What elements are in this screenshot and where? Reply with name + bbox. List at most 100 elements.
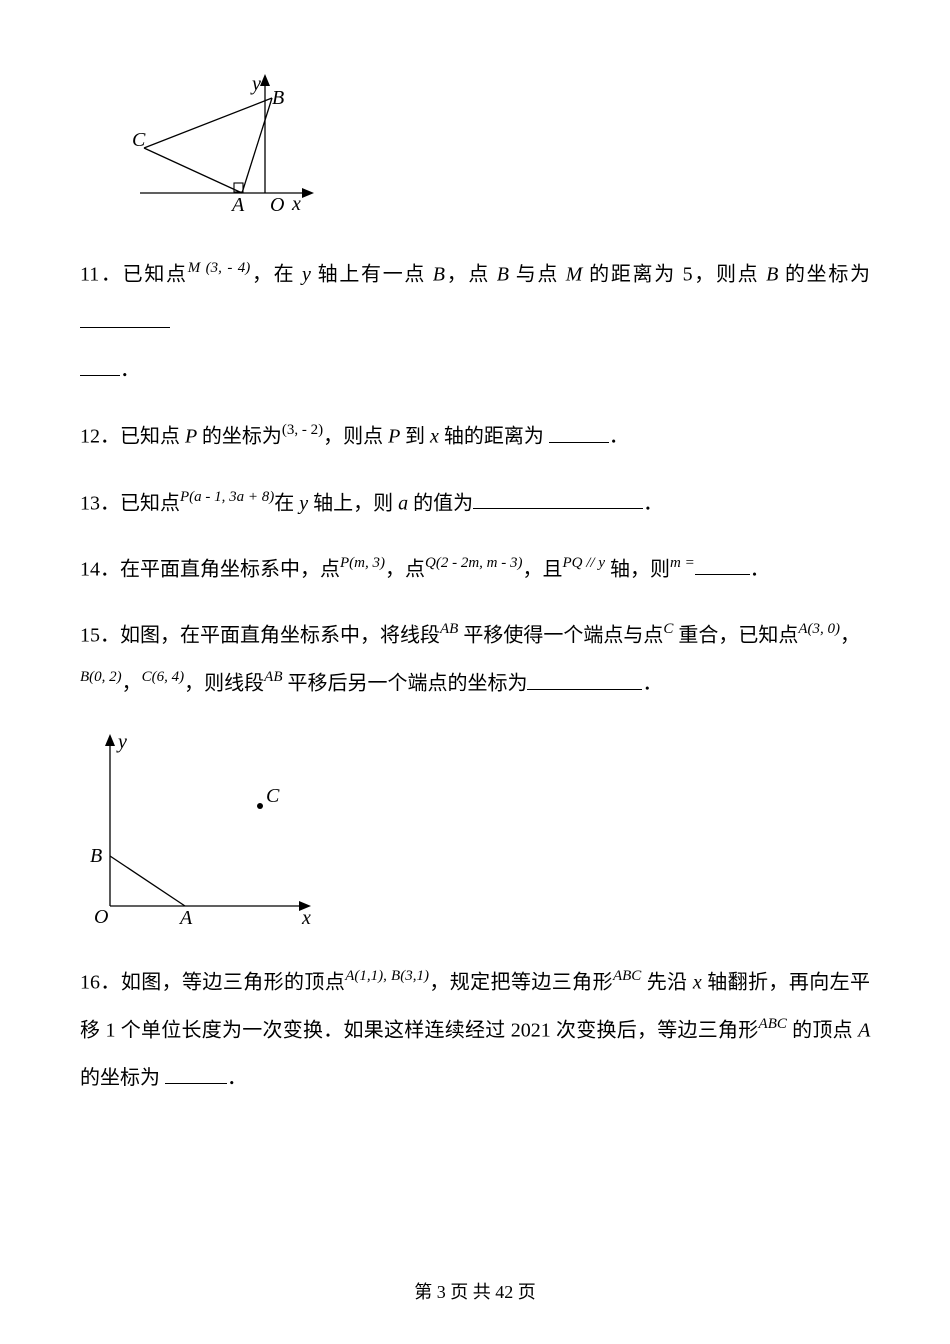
figure-q15: y x O B A C xyxy=(80,726,870,944)
fig15-C: C xyxy=(266,785,280,807)
q11-blank1 xyxy=(80,307,170,328)
q15-AB2: AB xyxy=(264,669,282,685)
q15-blank xyxy=(527,669,642,690)
q13-t5: ． xyxy=(643,492,663,514)
fig15-A: A xyxy=(178,907,193,926)
q15-t6: ，则线段 xyxy=(184,673,264,695)
q15-B: B(0, 2) xyxy=(80,669,122,685)
q11-t3: 轴上有一点 xyxy=(318,263,426,285)
q16-t7: ． xyxy=(227,1067,247,1089)
q11-t8: ． xyxy=(120,359,140,381)
q12-P2: P xyxy=(383,426,405,448)
q15-t4: ， xyxy=(840,624,860,646)
q14-num: 14． xyxy=(80,558,120,580)
q12-blank xyxy=(549,422,609,443)
q11-t5: 与点 xyxy=(516,263,559,285)
q15-t7: 平移后另一个端点的坐标为 xyxy=(282,673,527,695)
point-B-label: B xyxy=(272,87,284,109)
q13-t1: 已知点 xyxy=(120,492,180,514)
page-footer: 第 3 页 共 42 页 xyxy=(0,1278,950,1304)
q12-x: x xyxy=(425,426,444,448)
q15-t3: 重合，已知点 xyxy=(673,624,798,646)
q14-t5: ． xyxy=(750,558,770,580)
footer-pg: 3 xyxy=(437,1282,446,1302)
point-C-label: C xyxy=(132,129,146,151)
q13-blank xyxy=(473,488,643,509)
q16-ABC2: ABC xyxy=(759,1016,787,1032)
q14-t2: ，点 xyxy=(385,558,425,580)
q12-coord: (3, - 2) xyxy=(282,422,323,438)
q11-t1: 已知点 xyxy=(123,263,188,285)
q14-t1: 在平面直角坐标系中，点 xyxy=(120,558,340,580)
q11-t6: 的距离为 5，则点 xyxy=(589,263,759,285)
q15-C2: C(6, 4) xyxy=(142,669,185,685)
q12-t2: 的坐标为 xyxy=(202,426,282,448)
q11-B: B xyxy=(426,263,445,285)
q13-expr: P(a - 1, 3a + 8) xyxy=(180,489,274,505)
q11-t4: ，点 xyxy=(445,263,490,285)
q16-A: A xyxy=(858,1019,870,1041)
fig15-O: O xyxy=(94,906,108,926)
q11-t7: 的坐标为 xyxy=(785,263,870,285)
q11-blank2 xyxy=(80,355,120,376)
fig15-y-label: y xyxy=(116,731,127,753)
q16-x: x xyxy=(688,971,708,993)
fig15-x-label: x xyxy=(301,907,311,926)
q11-B2: B xyxy=(490,263,516,285)
q13-t4: 的值为 xyxy=(413,492,473,514)
problem-12: 12．已知点 P 的坐标为(3, - 2)，则点 P 到 x 轴的距离为 ． xyxy=(80,412,870,460)
q11-t2: ，在 xyxy=(250,263,295,285)
q12-t1: 已知点 xyxy=(120,426,180,448)
problem-14: 14．在平面直角坐标系中，点P(m, 3)，点Q(2 - 2m, m - 3)，… xyxy=(80,545,870,593)
q13-y: y xyxy=(294,492,313,514)
q16-t3: 先沿 xyxy=(641,971,687,993)
problem-13: 13．已知点P(a - 1, 3a + 8)在 y 轴上，则 a 的值为 ． xyxy=(80,479,870,527)
footer-total: 42 xyxy=(495,1282,513,1302)
footer-pre: 第 xyxy=(414,1282,437,1302)
q16-ABC: ABC xyxy=(613,968,641,984)
footer-mid: 页 共 xyxy=(446,1282,496,1302)
q13-t2: 在 xyxy=(274,492,294,514)
q13-t3: 轴上，则 xyxy=(313,492,393,514)
q12-t3: ，则点 xyxy=(323,426,383,448)
fig15-B: B xyxy=(90,845,102,867)
problem-11: 11．已知点M (3, - 4)，在 y 轴上有一点 B，点 B 与点 M 的距… xyxy=(80,250,870,394)
q14-t3: ，且 xyxy=(522,558,562,580)
q14-meq: m = xyxy=(670,555,695,571)
q16-t2: ，规定把等边三角形 xyxy=(429,971,613,993)
q11-M: M (3, - 4) xyxy=(188,260,251,276)
q15-num: 15． xyxy=(80,624,120,646)
q15-C: C xyxy=(663,621,673,637)
q11-Mref: M xyxy=(559,263,589,285)
q11-y: y xyxy=(295,263,317,285)
q16-t5: 的顶点 xyxy=(787,1019,858,1041)
figure-triangle-top: y x B C A O xyxy=(130,68,870,236)
q13-a: a xyxy=(393,492,413,514)
point-A-label: A xyxy=(230,194,245,216)
footer-post: 页 xyxy=(513,1282,536,1302)
q15-t8: ． xyxy=(642,673,662,695)
q14-t4: 轴，则 xyxy=(605,558,670,580)
q15-A: A(3, 0) xyxy=(798,621,840,637)
q15-t5: ， xyxy=(122,673,142,695)
q11-num: 11． xyxy=(80,263,123,285)
q15-t2: 平移使得一个端点与点 xyxy=(458,624,663,646)
q16-AB: A(1,1), B(3,1) xyxy=(345,968,429,984)
q12-t4: 到 xyxy=(405,426,425,448)
q16-t6: 的坐标为 xyxy=(80,1067,165,1089)
q12-t5: 轴的距离为 xyxy=(444,426,549,448)
q14-P: P(m, 3) xyxy=(340,555,385,571)
q13-num: 13． xyxy=(80,492,120,514)
problem-16: 16．如图，等边三角形的顶点A(1,1), B(3,1)，规定把等边三角形ABC… xyxy=(80,958,870,1103)
q16-blank xyxy=(165,1063,227,1084)
q11-B3: B xyxy=(759,263,785,285)
q14-blank xyxy=(695,554,750,575)
q14-PQ: PQ // y xyxy=(562,555,605,571)
q16-num: 16． xyxy=(80,971,121,993)
problem-15: 15．如图，在平面直角坐标系中，将线段AB 平移使得一个端点与点C 重合，已知点… xyxy=(80,611,870,708)
y-axis-label: y xyxy=(250,73,261,95)
x-axis-label: x xyxy=(291,193,301,215)
q14-Q: Q(2 - 2m, m - 3) xyxy=(425,555,522,571)
q15-AB: AB xyxy=(440,621,458,637)
q12-t6: ． xyxy=(609,426,629,448)
